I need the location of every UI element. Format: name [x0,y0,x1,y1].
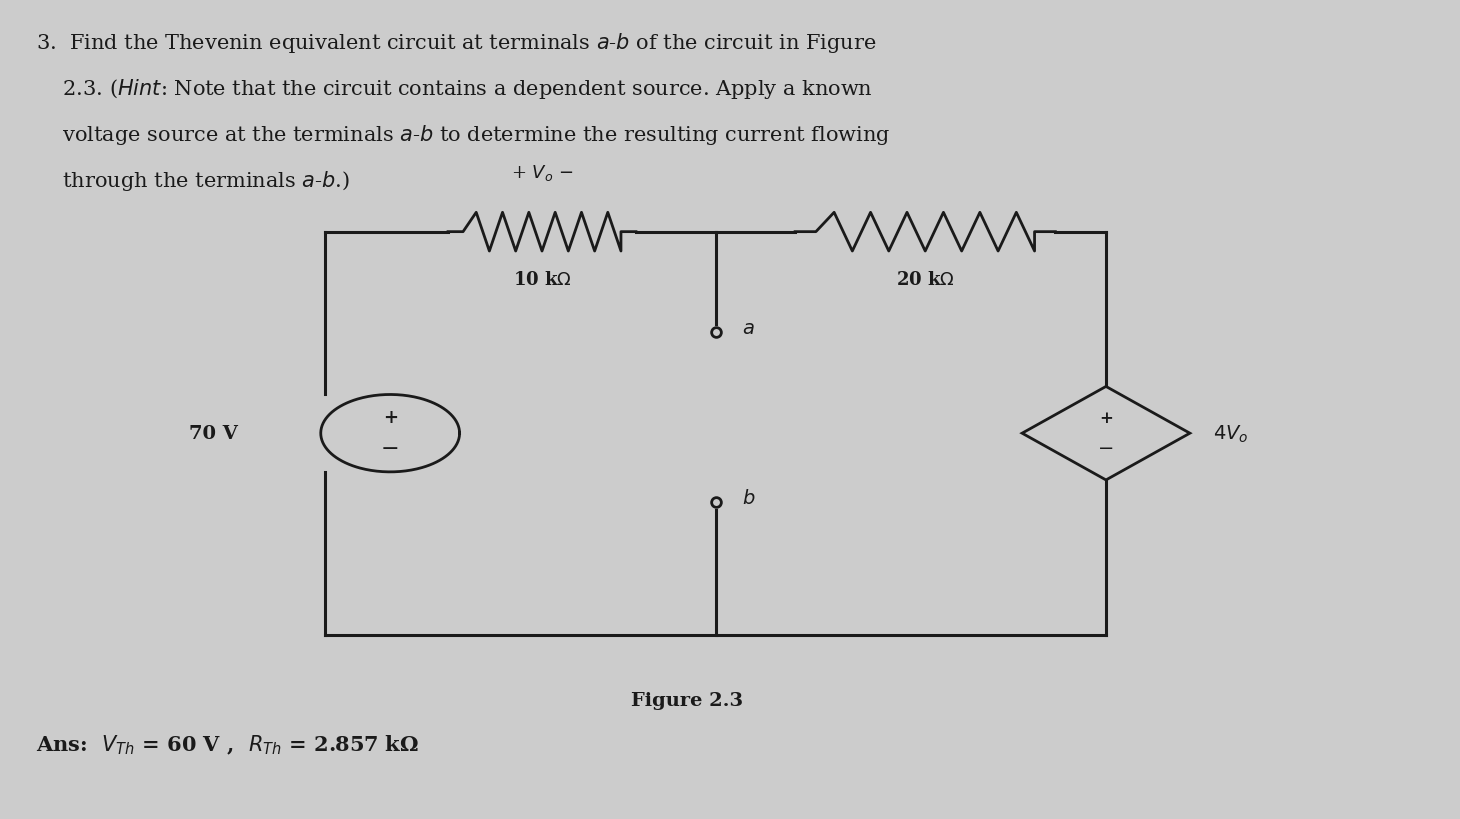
Text: 70 V: 70 V [190,425,238,442]
Text: through the terminals $a$-$b$.): through the terminals $a$-$b$.) [36,169,350,192]
Text: $a$: $a$ [742,320,755,338]
Text: Figure 2.3: Figure 2.3 [631,691,743,709]
Text: +: + [383,409,397,427]
Text: −: − [381,437,400,459]
Text: +: + [1099,409,1113,426]
Text: $4V_o$: $4V_o$ [1213,423,1248,444]
Text: + $V_o$ $-$: + $V_o$ $-$ [511,162,574,183]
Text: $b$: $b$ [742,489,755,508]
Polygon shape [1022,387,1190,481]
Text: 2.3. ($\mathit{Hint}$: Note that the circuit contains a dependent source. Apply : 2.3. ($\mathit{Hint}$: Note that the cir… [36,77,873,101]
Text: Ans:  $V_{Th}$ = 60 V ,  $R_{Th}$ = 2.857 kΩ: Ans: $V_{Th}$ = 60 V , $R_{Th}$ = 2.857 … [36,732,419,756]
Text: 3.  Find the Thevenin equivalent circuit at terminals $a$-$b$ of the circuit in : 3. Find the Thevenin equivalent circuit … [36,31,876,55]
Text: 10 k$\Omega$: 10 k$\Omega$ [512,271,571,289]
Text: −: − [1098,439,1114,457]
Text: voltage source at the terminals $a$-$b$ to determine the resulting current flowi: voltage source at the terminals $a$-$b$ … [36,123,891,147]
Text: 20 k$\Omega$: 20 k$\Omega$ [896,271,955,289]
